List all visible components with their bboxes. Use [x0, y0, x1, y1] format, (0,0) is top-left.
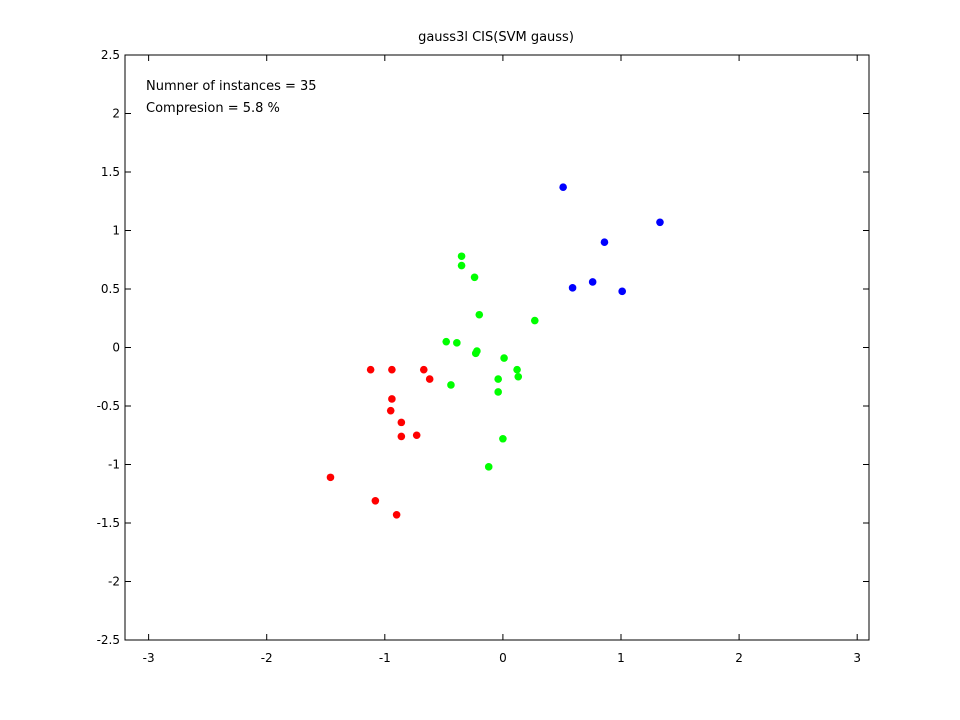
x-tick-label: -3	[143, 651, 155, 665]
data-point-series-1	[419, 365, 428, 374]
y-tick-label: -0.5	[97, 399, 120, 413]
data-point-series-3	[600, 238, 609, 246]
data-point-series-1	[386, 406, 395, 415]
y-tick-label: -1.5	[97, 516, 120, 530]
x-tick-label: -2	[261, 651, 273, 665]
data-point-series-2	[500, 354, 508, 362]
data-point-series-1	[388, 365, 396, 374]
data-point-series-3	[618, 287, 626, 296]
data-point-series-3	[588, 278, 597, 286]
x-tick-label: 3	[853, 651, 861, 665]
data-point-series-1	[397, 432, 406, 441]
data-point-series-2	[494, 388, 502, 396]
y-tick-label: 0.5	[101, 282, 120, 296]
data-point-series-3	[559, 183, 567, 192]
data-point-series-2	[475, 310, 484, 319]
instances-annotation: Numner of instances = 35	[146, 79, 317, 94]
compression-annotation: Compresion = 5.8 %	[146, 101, 280, 116]
data-point-series-2	[513, 365, 521, 374]
plot-frame	[124, 54, 870, 641]
data-point-series-1	[388, 395, 396, 403]
data-point-series-2	[457, 252, 466, 261]
data-point-series-2	[453, 339, 461, 347]
data-point-series-2	[470, 273, 479, 282]
data-point-series-2	[499, 434, 507, 443]
data-point-series-2	[484, 463, 493, 471]
y-tick-label: -2.5	[97, 633, 120, 647]
data-point-series-3	[656, 218, 664, 227]
data-point-series-2	[447, 381, 455, 389]
data-point-series-1	[412, 431, 421, 440]
y-tick-label: -1	[108, 458, 120, 472]
data-point-series-1	[326, 473, 335, 482]
data-point-series-2	[494, 375, 502, 383]
y-tick-label: 1	[112, 224, 120, 238]
data-point-series-2	[457, 261, 466, 270]
y-tick-label: 2.5	[101, 48, 120, 62]
data-point-series-1	[371, 496, 380, 505]
x-tick-label: 2	[735, 651, 743, 665]
y-tick-label: 0	[112, 341, 120, 355]
data-point-series-1	[366, 365, 375, 374]
x-tick-label: 0	[499, 651, 507, 665]
data-point-series-1	[397, 418, 406, 427]
data-point-series-2	[442, 337, 451, 346]
x-tick-label: 1	[617, 651, 625, 665]
data-point-series-2	[514, 372, 523, 381]
data-point-series-3	[568, 284, 577, 292]
y-tick-label: 2	[112, 107, 120, 121]
axes: -3 -2 -1 0 1 2 3 -2.5 -2 -1.5 -1 -0.5 0 0.5 1 1.5 2 2.5	[97, 48, 870, 665]
data-point-series-1	[392, 511, 401, 519]
data-point-series-1	[425, 375, 434, 383]
chart-title: gauss3l CIS(SVM gauss)	[418, 30, 574, 45]
x-tick-label: -1	[379, 651, 391, 665]
y-tick-label: 1.5	[101, 165, 120, 179]
data-point-series-2	[471, 349, 480, 358]
y-tick-label: -2	[108, 575, 120, 589]
data-point-series-2	[530, 316, 539, 325]
data-points	[326, 183, 664, 519]
